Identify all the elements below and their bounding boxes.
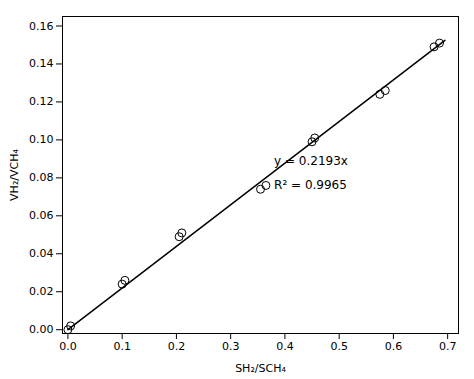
svg-text:0.14: 0.14	[29, 57, 54, 70]
svg-text:0.06: 0.06	[29, 209, 54, 222]
svg-text:0.2: 0.2	[168, 340, 186, 353]
svg-text:0.1: 0.1	[113, 340, 131, 353]
svg-text:SH₂/SCH₄: SH₂/SCH₄	[235, 362, 286, 375]
svg-text:0.5: 0.5	[330, 340, 348, 353]
svg-text:0.16: 0.16	[29, 20, 54, 33]
svg-text:0.08: 0.08	[29, 171, 54, 184]
svg-text:0.00: 0.00	[29, 323, 54, 336]
svg-text:0.0: 0.0	[59, 340, 77, 353]
svg-text:0.4: 0.4	[276, 340, 294, 353]
svg-text:0.7: 0.7	[439, 340, 457, 353]
svg-text:0.3: 0.3	[222, 340, 240, 353]
svg-text:y = 0.2193x: y = 0.2193x	[274, 154, 348, 168]
svg-text:0.12: 0.12	[29, 95, 54, 108]
svg-text:0.04: 0.04	[29, 247, 54, 260]
svg-text:0.10: 0.10	[29, 133, 54, 146]
svg-text:0.6: 0.6	[385, 340, 403, 353]
svg-text:R² = 0.9965: R² = 0.9965	[274, 178, 347, 192]
svg-text:0.02: 0.02	[29, 285, 54, 298]
svg-text:VH₂/VCH₄: VH₂/VCH₄	[8, 149, 21, 201]
